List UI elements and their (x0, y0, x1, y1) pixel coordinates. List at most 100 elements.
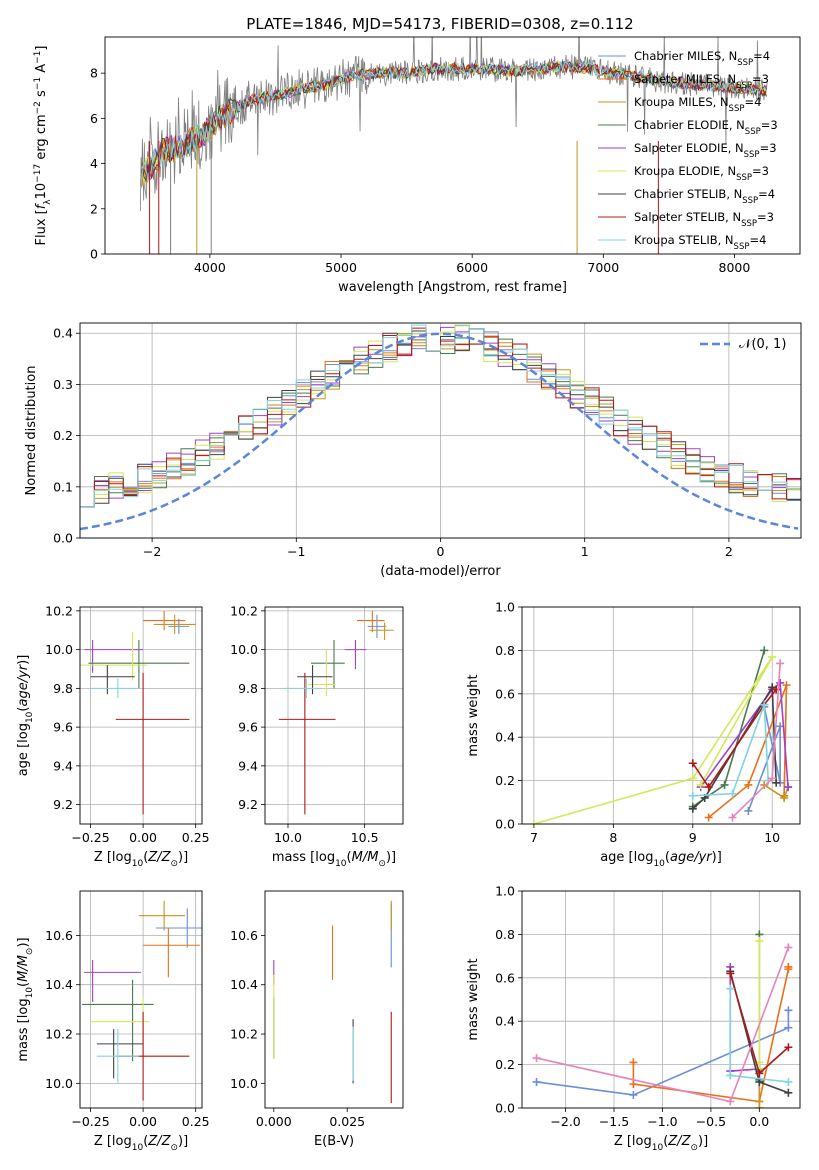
weight_vs_age-marker-5-2 (768, 652, 777, 661)
weight_vs_Z-marker-0-3 (784, 1006, 793, 1015)
weight_vs_Z-ytick-label-1: 0.2 (495, 1057, 515, 1072)
age_vs_mass-ytick-label-1: 9.4 (238, 758, 258, 773)
weight_vs_age-series-7 (692, 688, 777, 789)
mass_vs_ebv-panel: 0.000 0.025 10.0 10.2 10.4 10.6 E(B-V) (230, 890, 404, 1149)
residuals-xtick-label-2: 0 (437, 544, 445, 559)
age_vs_Z-plot-area (80, 610, 196, 815)
weight_vs_Z-ytick-label-0: 0.0 (495, 1101, 515, 1116)
age_vs_Z-ytick-label-1: 9.4 (53, 758, 73, 773)
spectrum-legend-label-4: Salpeter ELODIE, NSSP=3 (634, 141, 777, 160)
weight_vs_Z-marker-6-2 (784, 1088, 793, 1097)
residual-histogram-8 (80, 324, 801, 538)
spectrum-legend-label-8: Kroupa STELIB, NSSP=4 (634, 233, 766, 252)
residuals-ytick-label-1: 0.1 (53, 479, 73, 494)
mass_vs_ebv-ytick-label-2: 10.4 (230, 977, 258, 992)
mass_vs_ebv-plot-area (273, 900, 392, 1104)
weight_vs_age-marker-9-0 (728, 813, 737, 822)
weight_vs_age-ytick-label-2: 0.4 (495, 730, 515, 745)
mass_vs_ebv-ytick-label-3: 10.6 (230, 928, 258, 943)
weight_vs_Z-xtick-label-2: −1.0 (647, 1114, 677, 1129)
spectrum-panel: 4000 5000 6000 7000 8000 0 2 4 6 8 wavelength [Ang… (33, 36, 801, 295)
spectrum-xtick-label-2: 6000 (456, 260, 488, 275)
weight_vs_age-ytick-label-5: 1.0 (495, 600, 515, 615)
residuals-xtick-label-1: −1 (287, 544, 305, 559)
mass_vs_ebv-frame (264, 890, 404, 1109)
weight_vs_age-ylabel: mass weight (466, 674, 481, 756)
mass_vs_Z-xlabel: Z [log10(Z/Z⊙)] (94, 1134, 188, 1153)
weight_vs_age-ytick-label-4: 0.8 (495, 643, 515, 658)
weight_vs_Z-marker-8-0 (726, 984, 735, 993)
weight_vs_Z-marker-2-1 (755, 1104, 764, 1108)
weight_vs_age-marker-1-0 (704, 813, 713, 822)
weight_vs_Z-marker-7-2 (784, 1043, 793, 1052)
weight_vs_age-marker-6-3 (772, 778, 781, 787)
residuals-ylabel: Normed distribution (24, 366, 39, 496)
weight_vs_age-marker-2-1 (780, 793, 789, 802)
spectrum-ytick-label-1: 2 (90, 201, 98, 216)
weight_vs_age-frame (521, 606, 801, 825)
mass_vs_ebv-xlabel: E(B-V) (314, 1134, 354, 1149)
age_vs_mass-ytick-label-3: 9.8 (238, 681, 258, 696)
mass_vs_Z-ytick-label-3: 10.6 (45, 928, 73, 943)
age_vs_mass-xtick-label-1: 10.5 (351, 830, 379, 845)
age_vs_Z-ytick-label-5: 10.2 (45, 603, 73, 618)
figure-title: PLATE=1846, MJD=54173, FIBERID=0308, z=0… (246, 15, 633, 33)
spectrum-plot-area (139, 37, 768, 254)
weight_vs_Z-xtick-label-1: −1.5 (599, 1114, 629, 1129)
weight_vs_age-marker-3-2 (760, 646, 769, 655)
mass_vs_Z-ylabel: mass [log10(M/M⊙)] (16, 937, 35, 1061)
mass_vs_ebv-xtick-label-0: 0.000 (256, 1114, 292, 1129)
age_vs_Z-ytick-label-2: 9.6 (53, 720, 73, 735)
residuals-plot-area (80, 324, 801, 538)
residuals-xtick-label-3: 1 (581, 544, 589, 559)
weight_vs_Z-ytick-label-5: 1.0 (495, 884, 515, 899)
residuals-xtick-label-4: 2 (725, 544, 733, 559)
weight_vs_Z-plot-area (532, 930, 793, 1108)
weight_vs_age-marker-5-0 (529, 820, 538, 824)
weight_vs_age-marker-1-2 (782, 681, 791, 690)
weight_vs_age-marker-4-2 (776, 678, 785, 687)
mass_vs_Z-xtick-label-0: −0.25 (71, 1114, 109, 1129)
age_vs_mass-plot-area (278, 610, 394, 815)
residuals-ytick-label-2: 0.2 (53, 428, 73, 443)
weight_vs_age-marker-8-2 (760, 700, 769, 709)
weight_vs_age-xtick-label-3: 10 (764, 830, 780, 845)
weight_vs_age-marker-0-0 (744, 806, 753, 815)
weight_vs_age-marker-8-1 (728, 789, 737, 798)
weight_vs_Z-marker-9-1 (726, 1097, 735, 1106)
mass_vs_Z-ytick-label-2: 10.4 (45, 977, 73, 992)
spectrum-legend-label-3: Chabrier ELODIE, NSSP=3 (634, 118, 778, 137)
weight_vs_age-xlabel: age [log10(age/yr)] (600, 850, 722, 869)
mass_vs_ebv-ytick-label-1: 10.2 (230, 1027, 258, 1042)
mass_vs_ebv-xtick-label-1: 0.025 (329, 1114, 365, 1129)
weight_vs_Z-marker-9-2 (784, 943, 793, 952)
mass_vs_Z-panel: −0.25 0.00 0.25 10.0 10.2 10.4 10.6 Z [log10(Z/… (16, 890, 210, 1153)
weight_vs_age-ytick-label-0: 0.0 (495, 817, 515, 832)
weight_vs_Z-marker-7-0 (726, 969, 735, 978)
weight_vs_Z-marker-1-0 (629, 1058, 638, 1067)
age_vs_Z-xtick-label-2: 0.25 (182, 830, 210, 845)
weight_vs_Z-xlabel: Z [log10(Z/Z⊙)] (614, 1134, 708, 1153)
mass_vs_Z-plot-area (82, 900, 202, 1101)
age_vs_mass-ytick-label-5: 10.2 (230, 603, 258, 618)
spectrum-xtick-label-3: 7000 (587, 260, 619, 275)
weight_vs_Z-marker-5-0 (755, 936, 764, 945)
mass_vs_Z-xtick-label-2: 0.25 (182, 1114, 210, 1129)
age_vs_Z-panel: −0.25 0.00 0.25 9.2 9.4 9.6 9.8 10.0 10.2 Z [log1… (16, 603, 210, 869)
weight_vs_age-series-8 (692, 704, 770, 797)
age_vs_Z-ytick-label-0: 9.2 (53, 797, 73, 812)
weight_vs_age-marker-2-0 (760, 780, 769, 789)
weight_vs_age-marker-1-1 (744, 780, 753, 789)
age_vs_mass-ytick-label-0: 9.2 (238, 797, 258, 812)
mass_vs_Z-xtick-label-1: 0.00 (129, 1114, 157, 1129)
age_vs_mass-frame (264, 606, 404, 825)
spectrum-ytick-label-3: 6 (90, 111, 98, 126)
spectrum-legend-label-2: Kroupa MILES, NSSP=4 (634, 95, 761, 114)
weight_vs_Z-ytick-label-4: 0.8 (495, 927, 515, 942)
age_vs_mass-ytick-label-4: 10.0 (230, 642, 258, 657)
age_vs_Z-ytick-label-4: 10.0 (45, 642, 73, 657)
weight_vs_age-plot-area (529, 646, 793, 824)
weight_vs_age-marker-7-0 (688, 759, 697, 768)
weight_vs_Z-marker-8-1 (726, 1071, 735, 1080)
residuals-xlabel: (data-model)/error (380, 564, 501, 579)
